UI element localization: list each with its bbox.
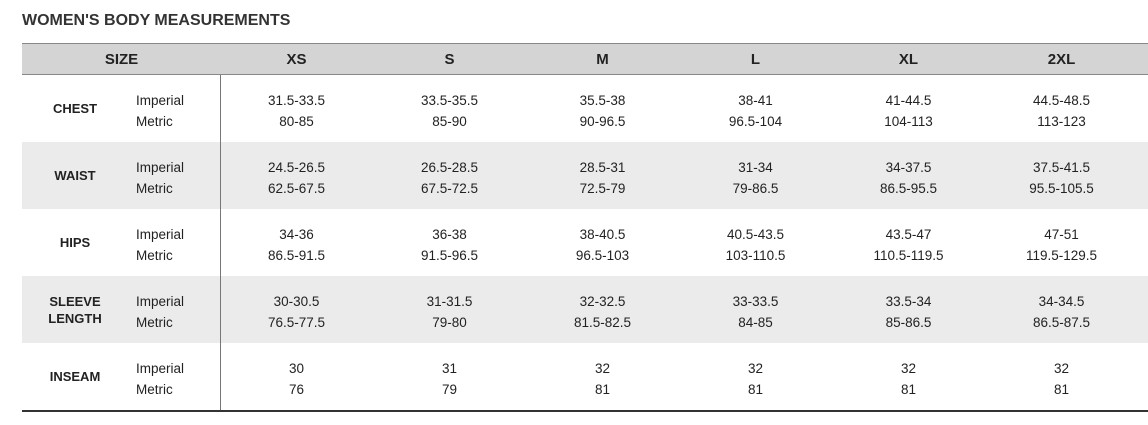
- row-label: CHEST: [30, 75, 120, 142]
- row-label-text: CHEST: [52, 101, 98, 116]
- metric-value: 95.5-105.5: [1029, 181, 1094, 196]
- imperial-value: 30-30.5: [273, 294, 320, 309]
- imperial-value: 31-34: [738, 160, 773, 175]
- imperial-value: 41-44.5: [885, 93, 932, 108]
- unit-label: Imperial: [136, 294, 185, 309]
- metric-value: 119.5-129.5: [1025, 248, 1098, 263]
- metric-value: 79-86.5: [732, 181, 779, 196]
- imperial-value: 31-31.5: [426, 294, 473, 309]
- table-row: WAIST Imperial 24.5-26.5 26.5-28.5 28.5-31 31…: [22, 142, 1148, 209]
- metric-value: 81: [1053, 382, 1070, 397]
- metric-value: 110.5-119.5: [873, 248, 944, 263]
- metric-value: 103-110.5: [725, 248, 786, 263]
- unit-label: Metric: [136, 114, 173, 129]
- imperial-value: 24.5-26.5: [267, 160, 326, 175]
- unit-label: Imperial: [136, 160, 185, 175]
- metric-value: 81: [594, 382, 611, 397]
- metric-value: 79: [441, 382, 458, 397]
- imperial-value: 34-37.5: [885, 160, 932, 175]
- table-row: HIPS Imperial 34-36 36-38 38-40.5 40.5-43.5 43…: [22, 209, 1148, 276]
- metric-value: 85-90: [432, 114, 467, 129]
- metric-value: 96.5-103: [575, 248, 630, 263]
- size-label: 2XL: [1047, 51, 1076, 68]
- metric-value: 86.5-95.5: [879, 181, 938, 196]
- row-label-text: WAIST: [54, 168, 96, 183]
- imperial-value: 36-38: [432, 227, 467, 242]
- size-label: S: [444, 51, 455, 68]
- imperial-value: 28.5-31: [579, 160, 626, 175]
- size-label: M: [596, 51, 609, 68]
- imperial-value: 32-32.5: [579, 294, 626, 309]
- imperial-value: 31.5-33.5: [267, 93, 326, 108]
- row-label-text: INSEAM: [49, 369, 101, 384]
- imperial-value: 47-51: [1044, 227, 1079, 242]
- imperial-value: 33.5-35.5: [420, 93, 479, 108]
- imperial-value: 33-33.5: [732, 294, 779, 309]
- unit-label: Imperial: [136, 227, 185, 242]
- table-row: CHEST Imperial 31.5-33.5 33.5-35.5 35.5-38 38…: [22, 75, 1148, 142]
- unit-label: Imperial: [136, 361, 185, 376]
- unit-label: Metric: [136, 315, 173, 330]
- imperial-value: 34-36: [279, 227, 314, 242]
- imperial-value: 43.5-47: [885, 227, 932, 242]
- imperial-value: 37.5-41.5: [1032, 160, 1091, 175]
- imperial-value: 35.5-38: [579, 93, 626, 108]
- unit-label: Metric: [136, 248, 173, 263]
- metric-value: 91.5-96.5: [420, 248, 479, 263]
- size-header: SIZE: [104, 51, 139, 68]
- metric-value: 72.5-79: [579, 181, 626, 196]
- metric-value: 84-85: [738, 315, 773, 330]
- imperial-value: 31: [441, 361, 458, 376]
- size-label: XL: [898, 51, 919, 68]
- imperial-value: 26.5-28.5: [420, 160, 479, 175]
- imperial-value: 32: [594, 361, 611, 376]
- measurement-table: SIZE XS S M L XL 2XL CHEST Imperial 31.5-33.5 33…: [22, 43, 1148, 412]
- imperial-value: 34-34.5: [1038, 294, 1085, 309]
- table-row: INSEAM Imperial 30 31 32 32 32 32 Metric 76 79 81 81…: [22, 343, 1148, 410]
- row-label-text: HIPS: [59, 235, 91, 250]
- page-title: WOMEN'S BODY MEASUREMENTS: [22, 12, 291, 29]
- row-label: INSEAM: [30, 343, 120, 410]
- metric-value: 86.5-91.5: [267, 248, 326, 263]
- metric-value: 67.5-72.5: [420, 181, 479, 196]
- column-divider: [220, 75, 221, 410]
- metric-value: 79-80: [432, 315, 467, 330]
- imperial-value: 44.5-48.5: [1032, 93, 1091, 108]
- imperial-value: 32: [747, 361, 764, 376]
- metric-value: 85-86.5: [885, 315, 932, 330]
- table-header: SIZE XS S M L XL 2XL: [22, 44, 1148, 75]
- size-label: L: [750, 51, 761, 68]
- metric-value: 81: [747, 382, 764, 397]
- imperial-value: 30: [288, 361, 305, 376]
- metric-value: 86.5-87.5: [1032, 315, 1091, 330]
- row-label: SLEEVE LENGTH: [30, 276, 120, 343]
- metric-value: 62.5-67.5: [267, 181, 326, 196]
- size-label: XS: [286, 51, 307, 68]
- unit-label: Imperial: [136, 93, 185, 108]
- metric-value: 76: [288, 382, 305, 397]
- metric-value: 113-123: [1037, 114, 1086, 129]
- imperial-value: 32: [1053, 361, 1070, 376]
- imperial-value: 32: [900, 361, 917, 376]
- imperial-value: 38-40.5: [579, 227, 626, 242]
- unit-label: Metric: [136, 181, 173, 196]
- metric-value: 96.5-104: [728, 114, 783, 129]
- table-row: SLEEVE LENGTH Imperial 30-30.5 31-31.5 32-32…: [22, 276, 1148, 343]
- metric-value: 80-85: [279, 114, 314, 129]
- metric-value: 76.5-77.5: [267, 315, 326, 330]
- unit-label: Metric: [136, 382, 173, 397]
- imperial-value: 38-41: [738, 93, 773, 108]
- metric-value: 81: [900, 382, 917, 397]
- metric-value: 81.5-82.5: [573, 315, 632, 330]
- imperial-value: 40.5-43.5: [726, 227, 785, 242]
- metric-value: 104-113: [884, 114, 933, 129]
- row-label: WAIST: [30, 142, 120, 209]
- row-label-text: SLEEVE LENGTH: [48, 293, 102, 326]
- imperial-value: 33.5-34: [885, 294, 932, 309]
- metric-value: 90-96.5: [579, 114, 626, 129]
- row-label: HIPS: [30, 209, 120, 276]
